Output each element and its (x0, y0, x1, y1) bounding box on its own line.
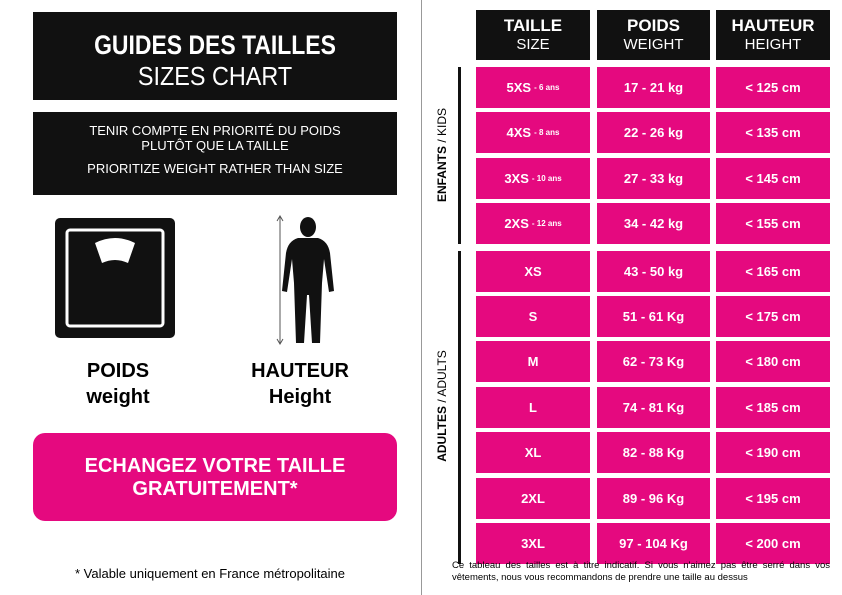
weight-cell: 82 - 88 Kg (597, 432, 710, 474)
weight-cell: 27 - 33 kg (597, 157, 710, 199)
weight-cell: 51 - 61 Kg (597, 296, 710, 337)
group-name: ADULTES (435, 406, 449, 463)
size: S (528, 309, 538, 324)
height-cell: < 165 cm (716, 250, 830, 292)
weight-label: POIDS (86, 360, 150, 382)
size: 2XS (504, 216, 529, 232)
height-cell: < 145 cm (716, 157, 830, 199)
person-icon (282, 217, 334, 343)
size: L (529, 399, 537, 415)
scale-plate (65, 228, 165, 328)
height-cell: < 175 cm (716, 296, 830, 337)
weight-cell: 34 - 42 kg (597, 203, 710, 245)
column-label: POIDS (627, 16, 680, 35)
group-bracket (458, 67, 461, 245)
size-cell: S (476, 296, 590, 337)
group-label: ADULTES / ADULTS (435, 306, 449, 506)
size: XL (524, 445, 542, 461)
exchange-box: ECHANGEZ VOTRE TAILLE GRATUITEMENT* (33, 433, 397, 521)
height-cell: < 135 cm (716, 112, 830, 154)
age: - 10 ans (531, 173, 562, 183)
age: - 8 ans (534, 128, 560, 138)
size-cell: 4XS - 8 ans (476, 112, 590, 154)
height-cell: < 200 cm (716, 523, 830, 564)
column-header: TAILLE SIZE (476, 10, 590, 60)
height-cell: < 155 cm (716, 203, 830, 245)
weight-english: weight (86, 386, 150, 408)
size: 2XL (521, 490, 545, 506)
weight-cell: 17 - 21 kg (597, 67, 710, 108)
height-cell: < 190 cm (716, 432, 830, 474)
column-english: HEIGHT (744, 36, 802, 53)
size-cell: 5XS - 6 ans (476, 67, 590, 108)
height-cell: < 195 cm (716, 477, 830, 519)
group-label: ENFANTS / KIDS (435, 55, 449, 255)
column-label: TAILLE (503, 16, 563, 35)
footnote: * Valable uniquement en France métropoli… (74, 566, 346, 581)
group-bracket (458, 250, 461, 564)
scale-icon (55, 218, 175, 338)
column-english: WEIGHT (623, 36, 684, 53)
weight-cell: 62 - 73 Kg (597, 341, 710, 383)
exchange-line: GRATUITEMENT* (132, 478, 298, 500)
size: 4XS (506, 125, 532, 141)
arrow-heads (276, 215, 284, 345)
weight-cell: 22 - 26 kg (597, 112, 710, 154)
table-note: Ce tableau des tailles est à titre indic… (452, 560, 830, 583)
advice-box: TENIR COMPTE EN PRIORITÉ DU POIDS PLUTÔT… (33, 112, 397, 195)
height-cell: < 125 cm (716, 67, 830, 108)
group-name: ENFANTS (435, 145, 449, 202)
height-cell: < 180 cm (716, 341, 830, 383)
size-cell: 2XL (476, 477, 590, 519)
size-cell: XS (476, 250, 590, 292)
size-cell: M (476, 341, 590, 383)
column-header: HAUTEUR HEIGHT (716, 10, 830, 60)
age: - 12 ans (531, 219, 562, 229)
divider (421, 0, 422, 595)
age: - 6 ans (534, 83, 560, 92)
size: 5XS (506, 80, 532, 95)
column-label: HAUTEUR (731, 16, 815, 35)
size-cell: 3XS - 10 ans (476, 157, 590, 199)
subtitle: SIZES CHART (137, 61, 293, 91)
title: GUIDES DES TAILLES (94, 30, 336, 60)
icons (55, 215, 334, 345)
title-box: GUIDES DES TAILLES SIZES CHART (33, 12, 397, 100)
weight-cell: 74 - 81 Kg (597, 386, 710, 428)
weight-cell: 89 - 96 Kg (597, 477, 710, 519)
size: 3XL (521, 536, 545, 551)
size: 3XS (504, 170, 529, 186)
weight-cell: 97 - 104 Kg (597, 523, 710, 564)
height-cell: < 185 cm (716, 386, 830, 428)
size-cell: 3XL (476, 523, 590, 564)
group-english: / ADULTS (435, 350, 449, 403)
size-cell: 2XS - 12 ans (476, 203, 590, 245)
size: XS (524, 263, 542, 279)
advice-english: PRIORITIZE WEIGHT RATHER THAN SIZE (87, 161, 343, 176)
height-label: HAUTEUR (251, 360, 349, 382)
advice-line: PLUTÔT QUE LA TAILLE (141, 138, 289, 153)
advice-line: TENIR COMPTE EN PRIORITÉ DU POIDS (89, 123, 341, 138)
column-header: POIDS WEIGHT (597, 10, 710, 60)
exchange-line: ECHANGEZ VOTRE TAILLE (84, 455, 346, 477)
scale-dial (95, 238, 135, 263)
size-cell: L (476, 386, 590, 428)
size-cell: XL (476, 432, 590, 474)
group-english: / KIDS (435, 107, 449, 143)
height-english: Height (268, 386, 332, 408)
column-english: SIZE (516, 36, 550, 53)
size: M (527, 354, 539, 370)
weight-cell: 43 - 50 kg (597, 250, 710, 292)
